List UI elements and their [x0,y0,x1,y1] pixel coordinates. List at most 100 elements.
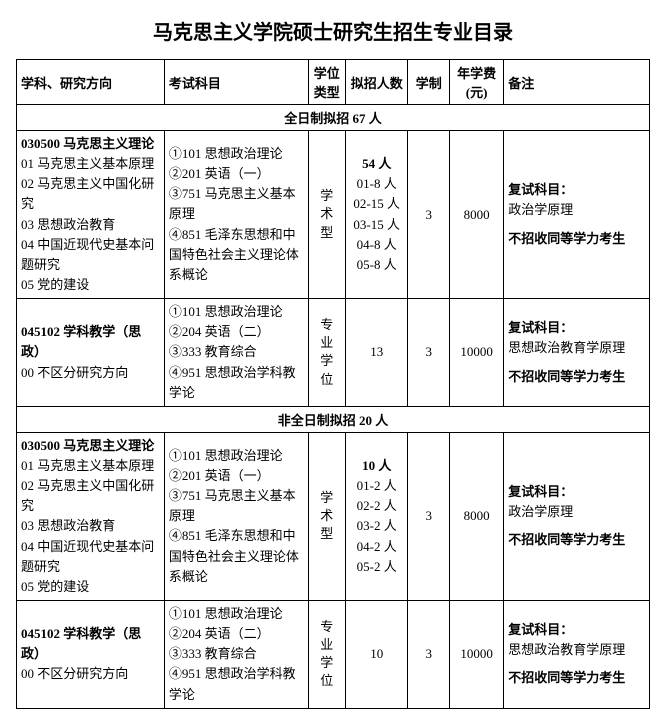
count-cell: 10 人01-2 人02-2 人03-2 人04-2 人05-2 人 [345,432,407,600]
subject-line: 05 党的建设 [21,577,160,597]
table-row: 045102 学科教学（思政）00 不区分研究方向①101 思想政治理论②204… [17,600,650,708]
type-cell: 专业学位 [308,299,345,407]
count-cell: 10 [345,600,407,708]
subject-cell: 030500 马克思主义理论01 马克思主义基本原理02 马克思主义中国化研究0… [17,131,165,299]
page-title: 马克思主义学院硕士研究生招生专业目录 [16,16,650,45]
duration-cell: 3 [408,131,450,299]
subject-cell: 030500 马克思主义理论01 马克思主义基本原理02 马克思主义中国化研究0… [17,432,165,600]
note-title: 复试科目： [508,180,645,200]
note-restriction: 不招收同等学力考生 [508,668,645,688]
subject-line: 04 中国近现代史基本问题研究 [21,537,160,577]
exam-line: ②201 英语（一） [169,466,304,486]
note-title: 复试科目： [508,318,645,338]
type-char: 学 [313,654,341,672]
subject-line: 04 中国近现代史基本问题研究 [21,235,160,275]
note-spacer [508,660,645,668]
count-line: 01-2 人 [350,476,403,496]
type-char: 学 [313,352,341,370]
exam-line: ①101 思想政治理论 [169,144,304,164]
subject-line: 05 党的建设 [21,275,160,295]
table-row: 030500 马克思主义理论01 马克思主义基本原理02 马克思主义中国化研究0… [17,432,650,600]
type-char: 学 [313,187,341,205]
subject-cell: 045102 学科教学（思政）00 不区分研究方向 [17,299,165,407]
count-line: 05-8 人 [350,255,403,275]
type-cell: 学术型 [308,131,345,299]
note-restriction: 不招收同等学力考生 [508,367,645,387]
exam-cell: ①101 思想政治理论②204 英语（二）③333 教育综合④951 思想政治学… [164,600,308,708]
subject-code: 045102 学科教学（思政） [21,624,160,664]
header-type: 学位类型 [308,60,345,105]
exam-line: ②204 英语（二） [169,322,304,342]
exam-line: ①101 思想政治理论 [169,604,304,624]
exam-line: ①101 思想政治理论 [169,446,304,466]
note-subject: 政治学原理 [508,200,645,220]
count-line: 01-8 人 [350,174,403,194]
type-char: 专 [313,316,341,334]
note-title: 复试科目： [508,620,645,640]
note-cell: 复试科目：政治学原理不招收同等学力考生 [504,432,650,600]
count-line: 02-15 人 [350,194,403,214]
type-char: 专 [313,618,341,636]
header-note: 备注 [504,60,650,105]
note-subject: 思想政治教育学原理 [508,640,645,660]
exam-line: ③751 马克思主义基本原理 [169,184,304,224]
type-char: 型 [313,224,341,242]
fee-cell: 8000 [450,432,504,600]
catalog-table: 学科、研究方向 考试科目 学位类型 拟招人数 学制 年学费(元) 备注 全日制拟… [16,59,650,709]
exam-line: ④851 毛泽东思想和中国特色社会主义理论体系概论 [169,225,304,285]
section-row: 非全日制拟招 20 人 [17,406,650,432]
header-subject: 学科、研究方向 [17,60,165,105]
type-cell: 专业学位 [308,600,345,708]
note-cell: 复试科目：政治学原理不招收同等学力考生 [504,131,650,299]
exam-line: ③333 教育综合 [169,644,304,664]
exam-line: ②204 英语（二） [169,624,304,644]
note-cell: 复试科目：思想政治教育学原理不招收同等学力考生 [504,600,650,708]
note-subject: 思想政治教育学原理 [508,338,645,358]
subject-line: 03 思想政治教育 [21,215,160,235]
header-fee: 年学费(元) [450,60,504,105]
exam-line: ④951 思想政治学科教学论 [169,363,304,403]
type-char: 型 [313,525,341,543]
subject-line: 00 不区分研究方向 [21,363,160,383]
subject-line: 01 马克思主义基本原理 [21,154,160,174]
exam-line: ③751 马克思主义基本原理 [169,486,304,526]
subject-line: 01 马克思主义基本原理 [21,456,160,476]
fee-cell: 8000 [450,131,504,299]
count-line: 04-2 人 [350,537,403,557]
section-title: 非全日制拟招 20 人 [17,406,650,432]
subject-cell: 045102 学科教学（思政）00 不区分研究方向 [17,600,165,708]
subject-line: 03 思想政治教育 [21,516,160,536]
type-char: 位 [313,371,341,389]
type-char: 术 [313,205,341,223]
subject-code: 030500 马克思主义理论 [21,436,160,456]
note-restriction: 不招收同等学力考生 [508,229,645,249]
table-row: 045102 学科教学（思政）00 不区分研究方向①101 思想政治理论②204… [17,299,650,407]
exam-line: ④951 思想政治学科教学论 [169,664,304,704]
duration-cell: 3 [408,600,450,708]
note-spacer [508,221,645,229]
subject-line: 00 不区分研究方向 [21,664,160,684]
count-cell: 54 人01-8 人02-15 人03-15 人04-8 人05-8 人 [345,131,407,299]
exam-cell: ①101 思想政治理论②201 英语（一）③751 马克思主义基本原理④851 … [164,131,308,299]
note-cell: 复试科目：思想政治教育学原理不招收同等学力考生 [504,299,650,407]
type-char: 位 [313,672,341,690]
fee-cell: 10000 [450,600,504,708]
note-spacer [508,359,645,367]
note-title: 复试科目： [508,482,645,502]
count-line: 04-8 人 [350,235,403,255]
exam-line: ①101 思想政治理论 [169,302,304,322]
type-cell: 学术型 [308,432,345,600]
subject-line: 02 马克思主义中国化研究 [21,476,160,516]
count-line: 03-15 人 [350,215,403,235]
subject-line: 02 马克思主义中国化研究 [21,174,160,214]
type-char: 术 [313,507,341,525]
duration-cell: 3 [408,432,450,600]
header-count: 拟招人数 [345,60,407,105]
exam-line: ③333 教育综合 [169,342,304,362]
header-exam: 考试科目 [164,60,308,105]
count-cell: 13 [345,299,407,407]
type-char: 业 [313,334,341,352]
type-char: 学 [313,489,341,507]
type-char: 业 [313,636,341,654]
count-line: 13 [350,342,403,362]
